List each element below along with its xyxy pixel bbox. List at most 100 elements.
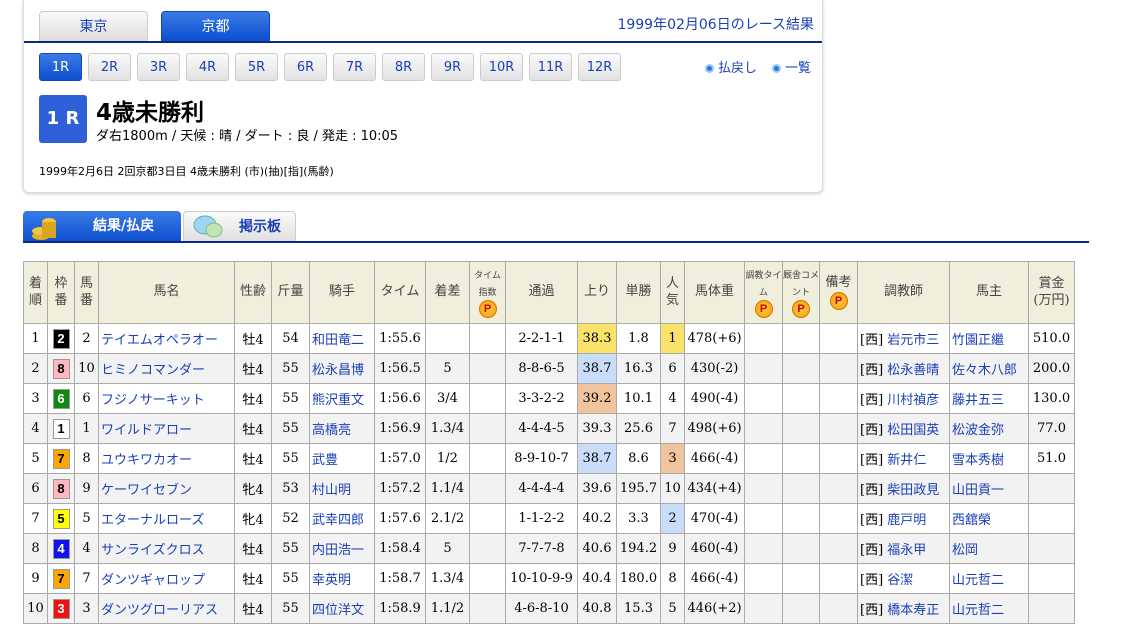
carried-weight: 55 <box>271 533 310 564</box>
list-link-label: 一覧 <box>785 61 812 76</box>
trainer-link[interactable]: 福永甲 <box>887 543 927 558</box>
carried-weight: 54 <box>271 323 310 354</box>
premium-icon[interactable]: P <box>792 300 810 319</box>
prize <box>1028 563 1075 594</box>
jockey-link[interactable]: 松永昌博 <box>312 363 365 378</box>
horse-name-link[interactable]: サンライズクロス <box>101 543 205 558</box>
horse-name-link[interactable]: エターナルローズ <box>101 513 205 528</box>
horse-name-link[interactable]: ダンツギャロップ <box>101 573 206 588</box>
owner: 山元哲二 <box>949 593 1029 624</box>
time: 1:57.6 <box>374 503 426 534</box>
trainer-link[interactable]: 岩元市三 <box>887 333 940 348</box>
owner-link[interactable]: 西舘榮 <box>952 513 992 528</box>
time-index <box>469 503 506 534</box>
horse-name-link[interactable]: ダンツグローリアス <box>101 603 219 618</box>
race-button-9r[interactable]: 9R <box>431 53 474 81</box>
payout-link[interactable]: 払戻し <box>705 57 757 76</box>
race-button-3r[interactable]: 3R <box>137 53 180 81</box>
header-sex-age: 性齢 <box>234 261 272 324</box>
owner-link[interactable]: 竹園正繼 <box>952 333 1005 348</box>
venue-tab-kyoto[interactable]: 京都 <box>161 11 270 42</box>
race-button-4r[interactable]: 4R <box>186 53 229 81</box>
trainer: [西] 谷潔 <box>857 563 950 594</box>
stable-comment <box>782 503 820 534</box>
carried-weight: 55 <box>271 443 310 474</box>
horse-name-link[interactable]: ユウキワカオー <box>101 453 193 468</box>
trainer: [西] 柴田政見 <box>857 473 950 504</box>
race-button-12r[interactable]: 12R <box>578 53 621 81</box>
trainer-link[interactable]: 川村禎彦 <box>887 393 940 408</box>
trainer: [西] 新井仁 <box>857 443 950 474</box>
time: 1:56.6 <box>374 383 426 414</box>
jockey: 武豊 <box>309 443 375 474</box>
table-row: 7 5 5 エターナルローズ 牝4 52 武幸四郎 1:57.6 2.1/2 1-1-2-2 40.… <box>23 503 1075 534</box>
owner-link[interactable]: 藤井五三 <box>952 393 1005 408</box>
header-popularity: 人気 <box>660 261 685 324</box>
body-weight: 460(-4) <box>684 533 745 564</box>
trainer-region: [西] <box>860 603 884 618</box>
list-link[interactable]: 一覧 <box>772 57 811 76</box>
trainer-link[interactable]: 橋本寿正 <box>887 603 940 618</box>
jockey-link[interactable]: 内田浩一 <box>312 543 365 558</box>
race-button-7r[interactable]: 7R <box>333 53 376 81</box>
time-index <box>469 383 506 414</box>
race-button-8r[interactable]: 8R <box>382 53 425 81</box>
trainer-link[interactable]: 鹿戸明 <box>887 513 927 528</box>
sex-age: 牡4 <box>234 593 272 624</box>
race-button-11r[interactable]: 11R <box>529 53 572 81</box>
jockey-link[interactable]: 幸英明 <box>312 573 352 588</box>
horse-name: ダンツギャロップ <box>98 563 235 594</box>
horse-name-link[interactable]: ヒミノコマンダー <box>101 363 206 378</box>
owner-link[interactable]: 山元哲二 <box>952 603 1005 618</box>
race-button-5r[interactable]: 5R <box>235 53 278 81</box>
premium-icon[interactable]: P <box>829 291 848 310</box>
passing: 10-10-9-9 <box>505 563 578 594</box>
owner-link[interactable]: 山元哲二 <box>952 573 1005 588</box>
trainer: [西] 松田国英 <box>857 413 950 444</box>
horse-name-link[interactable]: ケーワイセブン <box>101 483 193 498</box>
horse-number: 8 <box>74 443 99 474</box>
passing: 7-7-7-8 <box>505 533 578 564</box>
owner-link[interactable]: 松岡 <box>952 543 979 558</box>
horse-name-link[interactable]: ワイルドアロー <box>101 423 193 438</box>
header-label: 備考 <box>825 275 852 291</box>
jockey-link[interactable]: 熊沢重文 <box>312 393 365 408</box>
race-button-2r[interactable]: 2R <box>88 53 131 81</box>
venue-tab-tokyo[interactable]: 東京 <box>39 11 148 42</box>
owner-link[interactable]: 山田貢一 <box>952 483 1005 498</box>
trainer-link[interactable]: 谷潔 <box>887 573 914 588</box>
race-button-6r[interactable]: 6R <box>284 53 327 81</box>
trainer-link[interactable]: 柴田政見 <box>887 483 940 498</box>
jockey-link[interactable]: 村山明 <box>312 483 352 498</box>
time-index <box>469 353 506 384</box>
premium-icon[interactable]: P <box>754 300 773 319</box>
stable-comment <box>782 413 820 444</box>
trainer-link[interactable]: 松田国英 <box>887 423 940 438</box>
finish-order: 6 <box>23 473 48 504</box>
trainer-link[interactable]: 新井仁 <box>887 453 927 468</box>
race-button-1r[interactable]: 1R <box>39 53 82 81</box>
jockey-link[interactable]: 四位洋文 <box>312 603 365 618</box>
header-win-odds: 単勝 <box>616 261 661 324</box>
horse-name-link[interactable]: テイエムオペラオー <box>101 333 218 348</box>
owner-link[interactable]: 雪本秀樹 <box>952 453 1005 468</box>
trainer-link[interactable]: 松永善晴 <box>887 363 940 378</box>
premium-icon[interactable]: P <box>478 300 497 319</box>
jockey-link[interactable]: 和田竜二 <box>312 333 365 348</box>
race-button-10r[interactable]: 10R <box>480 53 523 81</box>
horse-name-link[interactable]: フジノサーキット <box>101 393 205 408</box>
owner-link[interactable]: 佐々木八郎 <box>952 363 1018 378</box>
table-row: 5 7 8 ユウキワカオー 牡4 55 武豊 1:57.0 1/2 8-9-10-7 38.7 8.6… <box>23 443 1075 474</box>
prize <box>1028 473 1075 504</box>
tab-board-label: 掲示板 <box>239 219 281 235</box>
owner-link[interactable]: 松波金弥 <box>952 423 1005 438</box>
tab-results[interactable]: 結果/払戻 <box>23 211 181 242</box>
tab-board[interactable]: 掲示板 <box>183 211 296 242</box>
margin: 2.1/2 <box>425 503 470 534</box>
training-time <box>744 593 783 624</box>
jockey-link[interactable]: 高橋亮 <box>312 423 352 438</box>
jockey-link[interactable]: 武幸四郎 <box>312 513 365 528</box>
finish-order: 7 <box>23 503 48 534</box>
jockey-link[interactable]: 武豊 <box>312 453 339 468</box>
header-stable-comment: 厩舎コメント P <box>782 261 820 324</box>
